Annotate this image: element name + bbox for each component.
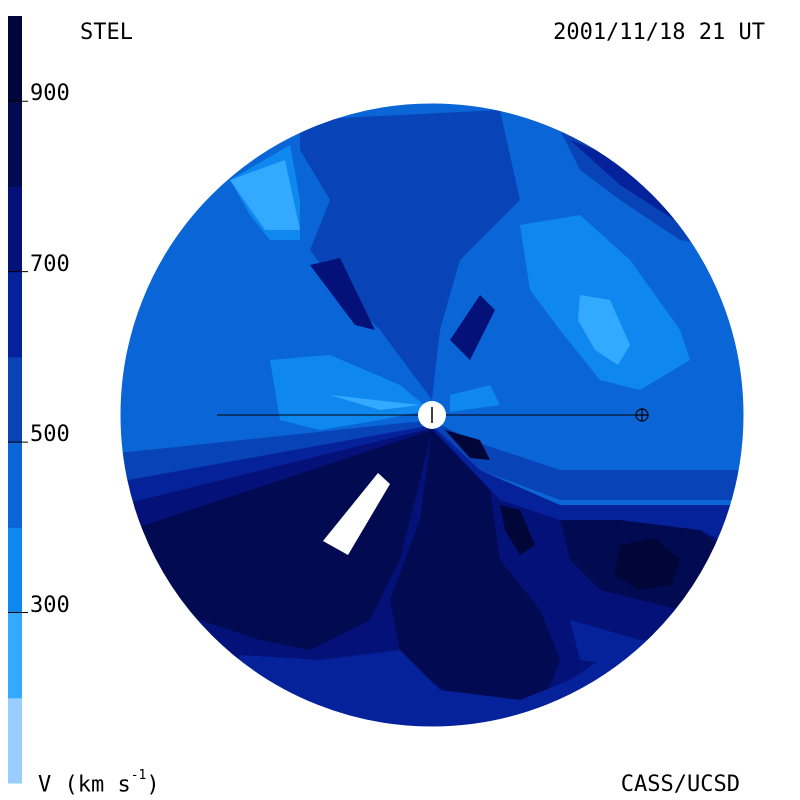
colorbar-tick-label: 500 [30, 422, 70, 448]
region-lower-band-1 [120, 420, 744, 500]
colorbar-tick-label: 300 [30, 592, 70, 618]
colorbar-band [8, 442, 22, 528]
region-right-cyan [578, 295, 630, 365]
colorbar-unit-label: V (km s-1) [38, 768, 160, 798]
region-left-light [270, 355, 430, 430]
colorbar-tick-label: 700 [30, 251, 70, 277]
colorbar-tick-label: 900 [30, 81, 70, 107]
colorbar-band [8, 16, 22, 102]
colorbar-band [8, 271, 22, 358]
blob-near-center [445, 430, 490, 460]
region-upper-left-cyan [230, 160, 300, 230]
credit-label: CASS/UCSD [620, 772, 740, 797]
streak-upper-right [450, 295, 495, 360]
blob-lower-mid [500, 505, 535, 555]
colorbar-band [8, 186, 22, 273]
earth-icon [635, 408, 649, 422]
colorbar-band [8, 356, 22, 443]
region-upper-mid [300, 110, 520, 400]
region-lower-darkest [120, 430, 432, 650]
region-left-cyan [330, 395, 420, 410]
colorbar-band [8, 101, 22, 187]
region-right-inner-light [450, 385, 500, 412]
colorbar-band [8, 527, 22, 614]
region-lower-center [390, 430, 560, 710]
blob-lower-right [614, 538, 680, 590]
streak-upper-left [310, 258, 375, 330]
disk-outline [119, 102, 745, 728]
colorbar-band [8, 612, 22, 699]
colorbar [8, 16, 28, 784]
timestamp-label: 2001/11/18 21 UT [553, 20, 765, 45]
source-label: STEL [80, 20, 133, 45]
colorbar-band [8, 697, 22, 784]
data-gap-wedge [323, 473, 390, 555]
